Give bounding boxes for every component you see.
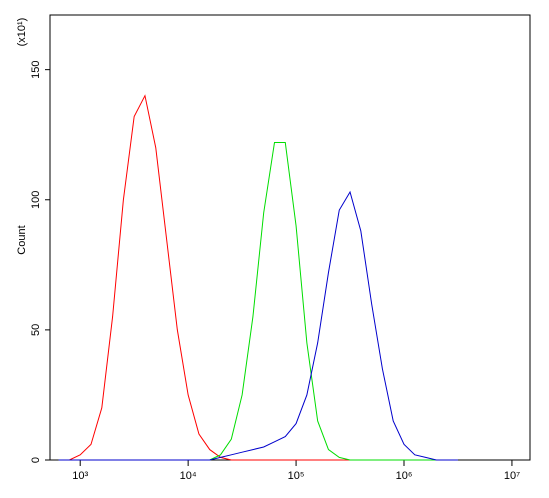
series-line xyxy=(58,142,458,461)
x-tick-label: 10⁷ xyxy=(504,470,520,482)
scale-annotation: (x10¹) xyxy=(16,18,28,47)
plot-frame xyxy=(49,14,531,461)
y-tick-label: 100 xyxy=(30,191,42,209)
y-axis-label: Count xyxy=(16,225,28,254)
x-tick-label: 10³ xyxy=(72,470,88,482)
series-line xyxy=(58,190,458,461)
series-line xyxy=(58,94,458,461)
y-tick-label: 0 xyxy=(30,457,42,463)
y-tick-label: 50 xyxy=(30,324,42,336)
x-tick-label: 10⁶ xyxy=(396,470,413,482)
x-tick-label: 10⁵ xyxy=(288,470,305,482)
y-tick-label: 150 xyxy=(30,60,42,78)
x-tick-label: 10⁴ xyxy=(180,470,197,482)
